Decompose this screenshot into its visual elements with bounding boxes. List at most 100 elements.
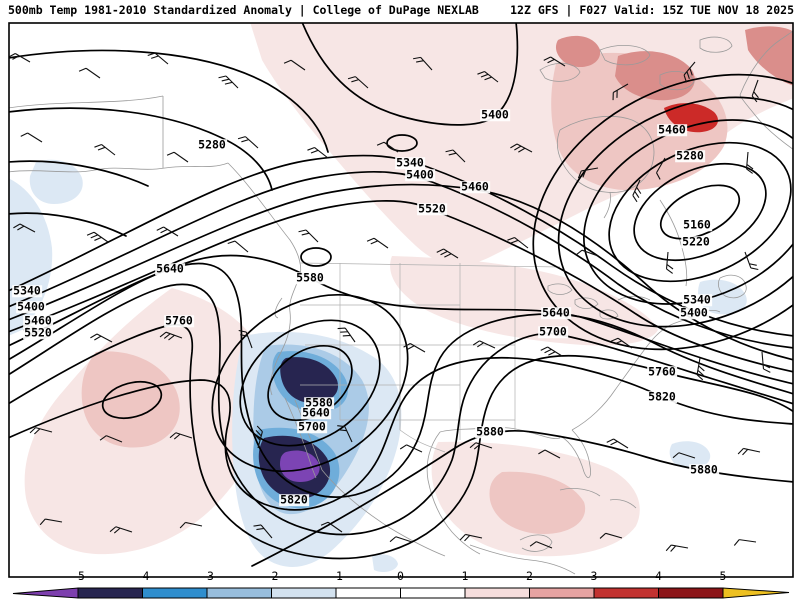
colorbar-tick-label: -1 — [329, 569, 343, 583]
wind-barb-icon — [254, 425, 263, 449]
wind-barb-icon — [656, 157, 666, 180]
wind-barb-icon — [156, 226, 179, 237]
wind-barb-icon — [761, 351, 771, 373]
wind-barb-icon — [347, 76, 369, 89]
wind-barb-icon — [283, 59, 306, 71]
wind-barb-icon — [510, 143, 533, 153]
model-run-info: 12Z GFS | F027 Valid: 15Z TUE NOV 18 202… — [510, 3, 794, 17]
wind-barb-icon — [665, 251, 674, 274]
wind-barb-icon — [472, 340, 496, 349]
wind-barb-icon — [665, 544, 689, 552]
wind-barb-icon — [399, 444, 423, 453]
wind-barb-icon — [683, 61, 696, 83]
wind-barb-icon — [469, 442, 493, 450]
wind-barb-icon — [543, 56, 566, 67]
wind-barb-icon — [606, 438, 629, 449]
wind-barb-icon — [436, 248, 459, 259]
colorbar-tick-label: -4 — [135, 569, 150, 583]
colorbar-tick-label: 4 — [655, 569, 662, 583]
colorbar-right-arrow — [722, 587, 790, 599]
wind-barb-icon — [733, 539, 757, 546]
wind-barb-icon — [575, 249, 599, 257]
colorbar-left-arrow — [12, 587, 79, 599]
wind-barb-icon — [337, 327, 356, 343]
wind-barbs — [9, 52, 771, 552]
colorbar-segment — [271, 587, 337, 599]
colorbar-segment — [77, 587, 143, 599]
colorbar-segment — [400, 587, 466, 599]
wind-barb-icon — [577, 167, 599, 179]
wind-barb-icon — [366, 237, 389, 249]
wind-barb-icon — [413, 56, 433, 71]
colorbar-segment — [206, 587, 272, 599]
colorbar-segment — [529, 587, 595, 599]
wind-barb-icon — [9, 53, 31, 63]
wind-barb-icon — [744, 251, 759, 271]
wind-barb-icon — [507, 237, 529, 249]
wind-barb-icon — [169, 432, 193, 440]
colorbar-tick-label: 3 — [590, 569, 598, 583]
wind-barb-icon — [610, 337, 633, 349]
wind-barb-icon — [78, 67, 101, 79]
wind-barb-icon — [445, 149, 466, 163]
wind-barb-icon — [253, 524, 273, 539]
wind-barb-icon — [538, 449, 561, 459]
wind-barb-icon — [166, 151, 189, 163]
wind-barb-icon — [307, 147, 329, 159]
wind-barb-icon — [298, 229, 319, 243]
title-bar: 500mb Temp 1981-2010 Standardized Anomal… — [8, 3, 794, 17]
colorbar-segment — [335, 587, 401, 599]
wind-barb-icon — [337, 425, 353, 443]
wind-barb-icon — [94, 144, 116, 156]
wind-barb-icon — [389, 536, 413, 543]
wind-barb-icon — [540, 346, 563, 357]
colorbar-segment — [142, 587, 208, 599]
wind-barb-icon — [612, 83, 629, 101]
wind-barb-icon — [696, 357, 705, 381]
wind-barb-icon — [632, 179, 642, 203]
colorbar-tick-label: 0 — [397, 569, 404, 583]
wind-barb-icon — [376, 141, 399, 153]
wind-barb-icon — [159, 331, 183, 341]
wind-barb-icon — [599, 532, 623, 539]
wind-barb-icon — [477, 71, 499, 83]
wind-barb-icon — [86, 231, 109, 243]
colorbar-tick-label: -2 — [264, 569, 279, 583]
wind-barb-icon — [99, 435, 123, 443]
colorbar-tick-label: 2 — [526, 569, 533, 583]
wind-barb-icon — [238, 329, 253, 349]
anomaly-colorbar — [12, 587, 790, 599]
wind-barb-icon — [39, 518, 63, 526]
wind-barb-icon — [227, 240, 249, 253]
wind-barb-icon — [237, 136, 259, 149]
colorbar-tick-labels: -5 -4 -3 -2 -1 0 1 2 3 4 5 — [0, 569, 800, 584]
wind-barb-icon — [109, 526, 133, 534]
colorbar-tick-label: 1 — [461, 569, 469, 583]
product-title: 500mb Temp 1981-2010 Standardized Anomal… — [8, 3, 479, 17]
wind-barb-icon — [147, 52, 169, 65]
colorbar-segment — [593, 587, 659, 599]
wind-barb-icon — [529, 541, 553, 549]
wind-barb-icon — [320, 521, 343, 533]
wind-barb-icon — [13, 223, 36, 233]
wind-barb-icon — [745, 151, 754, 174]
wind-barb-icon — [672, 452, 696, 459]
wind-barb-icon — [29, 427, 53, 435]
wind-barb-icon — [218, 75, 239, 89]
colorbar-segment — [464, 587, 530, 599]
wind-barb-icon — [20, 132, 43, 143]
anomaly-shading — [9, 23, 793, 572]
wind-barb-icon — [751, 79, 759, 103]
colorbar-tick-label: -5 — [71, 569, 85, 583]
wind-barb-icon — [459, 533, 483, 542]
wind-barb-icon — [737, 447, 761, 456]
colorbar-tick-label: 5 — [719, 569, 727, 583]
wind-barb-icon — [179, 521, 203, 529]
wind-barb-icon — [403, 343, 426, 353]
colorbar-tick-label: -3 — [200, 569, 214, 583]
wind-barb-icon — [90, 333, 113, 343]
colorbar-segment — [658, 587, 724, 599]
height-contours — [9, 23, 793, 567]
wind-barb-icon — [22, 325, 46, 334]
